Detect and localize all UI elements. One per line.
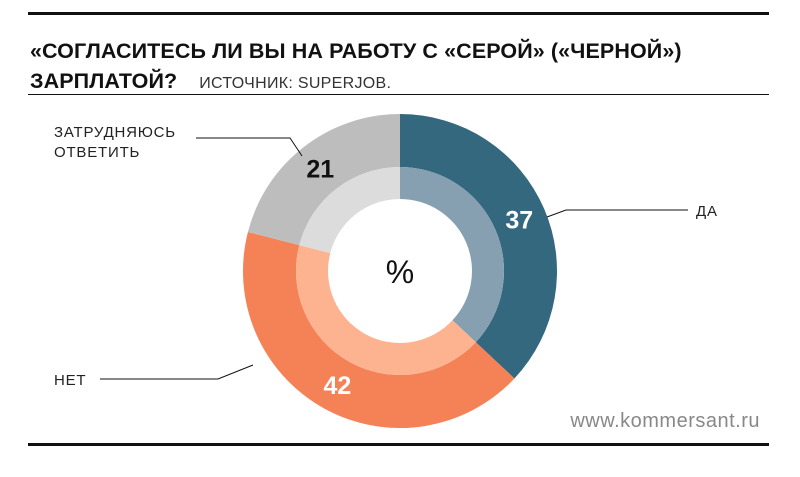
- slice-outer-1: [242, 231, 515, 429]
- slice-outer-2: [247, 114, 400, 246]
- category-label-1: НЕТ: [54, 372, 86, 389]
- leader-line-0: [546, 209, 688, 218]
- footer-site: www.kommersant.ru: [570, 410, 760, 432]
- category-label-0: ДА: [696, 203, 718, 220]
- bottom-rule: [28, 443, 769, 446]
- category-label-2-line-0: ЗАТРУДНЯЮСЬ: [54, 124, 176, 141]
- header-divider: [28, 94, 769, 95]
- slice-inner-0: [400, 167, 505, 343]
- slice-inner-2: [299, 167, 400, 254]
- leader-line-2: [196, 137, 303, 157]
- category-label-2-line-1: ОТВЕТИТЬ: [54, 144, 140, 161]
- value-label-0: 37: [505, 206, 533, 234]
- slice-outer-0: [400, 114, 558, 379]
- top-rule: [28, 12, 769, 15]
- center-label: %: [386, 254, 414, 290]
- leader-line-1: [100, 364, 254, 380]
- value-label-1: 42: [323, 372, 351, 400]
- slice-inner-1: [295, 245, 476, 376]
- chart-title: «Согласитесь ли вы на работу с «серой» (…: [30, 36, 770, 99]
- value-label-2: 21: [306, 155, 334, 183]
- source-note: Источник: SuperJob.: [199, 75, 392, 92]
- title-text: «Согласитесь ли вы на работу с «серой» (…: [30, 39, 682, 93]
